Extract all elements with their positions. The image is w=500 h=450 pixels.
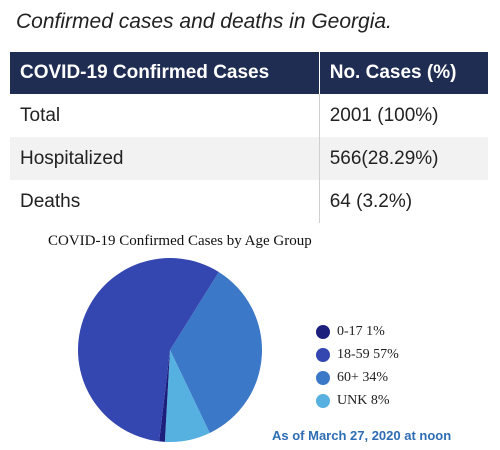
legend-swatch — [316, 370, 330, 385]
page-heading: Confirmed cases and deaths in Georgia. — [16, 10, 392, 33]
header-confirmed-cases: COVID-19 Confirmed Cases — [10, 52, 320, 94]
legend-swatch — [316, 324, 330, 339]
legend-swatch — [316, 393, 330, 408]
row-value: 566(28.29%) — [318, 137, 488, 180]
pie-chart — [78, 258, 262, 442]
pie-slice-18-59 — [78, 258, 219, 442]
legend-label: 18-59 57% — [337, 346, 399, 362]
as-of-note: As of March 27, 2020 at noon — [272, 428, 452, 443]
table-header-row: COVID-19 Confirmed Cases No. Cases (%) — [10, 52, 488, 94]
legend-swatch — [316, 347, 330, 362]
legend-label: UNK 8% — [337, 392, 390, 408]
table-row: Hospitalized 566(28.29%) — [10, 137, 488, 180]
pie-chart-title: COVID-19 Confirmed Cases by Age Group — [48, 233, 312, 249]
cases-table: COVID-19 Confirmed Cases No. Cases (%) T… — [10, 52, 488, 223]
row-value: 2001 (100%) — [318, 94, 488, 137]
pie-slice-unk — [164, 350, 210, 442]
legend-item: 18-59 57% — [316, 343, 436, 366]
legend-label: 0-17 1% — [337, 323, 385, 339]
pie-slice-60plus — [170, 271, 262, 433]
row-label: Total — [20, 104, 61, 126]
legend-label: 60+ 34% — [337, 369, 389, 385]
table-row: Deaths 64 (3.2%) — [10, 180, 488, 223]
legend-item: UNK 8% — [316, 389, 436, 412]
row-value: 64 (3.2%) — [318, 180, 488, 223]
table-row: Total 2001 (100%) — [10, 94, 488, 137]
pie-slice-0-17 — [159, 350, 170, 442]
row-label: Deaths — [20, 190, 81, 212]
header-no-cases: No. Cases (%) — [318, 52, 488, 94]
legend-item: 0-17 1% — [316, 320, 436, 343]
row-label: Hospitalized — [10, 137, 320, 180]
legend-item: 60+ 34% — [316, 366, 436, 389]
pie-legend: 0-17 1% 18-59 57% 60+ 34% UNK 8% — [316, 320, 436, 412]
